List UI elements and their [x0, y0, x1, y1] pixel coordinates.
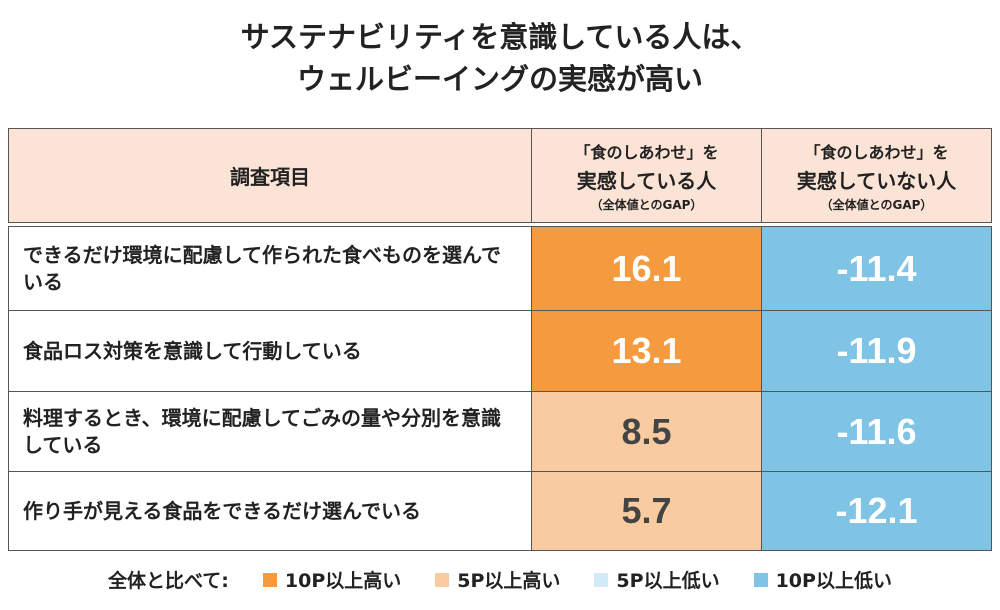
value-text: -12.1: [835, 490, 918, 531]
legend-swatch: [262, 572, 277, 587]
legend-swatch: [435, 572, 450, 587]
header-cell: 調査項目: [8, 128, 532, 223]
header-text: 調査項目: [230, 165, 310, 189]
value-cell: -12.1: [761, 471, 992, 551]
header-text: （全体値とのGAP）: [820, 197, 933, 212]
value-cell: 16.1: [531, 226, 762, 311]
value-cell: 8.5: [531, 391, 762, 472]
header-text: 「食のしあわせ」を: [804, 142, 949, 162]
header-text: （全体値とのGAP）: [590, 197, 703, 212]
row-label-cell: 料理するとき、環境に配慮してごみの量や分別を意識している: [8, 391, 532, 472]
legend-item: 10P以上高い: [262, 566, 402, 593]
value-text: 13.1: [611, 330, 682, 371]
legend-label: 10P以上高い: [284, 570, 402, 592]
header-text: 実感している人: [576, 168, 717, 193]
legend-item: 5P以上高い: [435, 566, 560, 593]
row-label-cell: 食品ロス対策を意識して行動している: [8, 310, 532, 392]
title-line: サステナビリティを意識している人は、: [240, 20, 760, 54]
header-cell: 「食のしあわせ」を 実感していない人 （全体値とのGAP）: [761, 128, 992, 223]
value-text: 5.7: [621, 490, 672, 531]
legend-item: 5P以上低い: [594, 566, 720, 593]
value-text: 16.1: [611, 247, 682, 289]
value-cell: -11.4: [761, 226, 992, 311]
legend-label: 10P以上低い: [775, 570, 892, 592]
title-line: ウェルビーイングの実感が高い: [296, 62, 703, 96]
row-label-cell: 作り手が見える食品をできるだけ選んでいる: [8, 471, 532, 551]
header-cell: 「食のしあわせ」を 実感している人 （全体値とのGAP）: [531, 128, 762, 223]
row-label-cell: できるだけ環境に配慮して作られた食べものを選んでいる: [8, 226, 532, 311]
header-text: 実感していない人: [796, 168, 957, 193]
legend-item: 10P以上低い: [753, 566, 892, 593]
value-cell: -11.9: [761, 310, 992, 392]
legend-label: 5P以上低い: [616, 570, 720, 592]
header-text: 「食のしあわせ」を: [574, 142, 719, 162]
row-label: 料理するとき、環境に配慮してごみの量や分別を意識している: [23, 405, 501, 457]
value-text: 8.5: [621, 410, 672, 452]
value-cell: -11.6: [761, 391, 992, 472]
legend-label: 5P以上高い: [457, 570, 561, 592]
row-label: できるだけ環境に配慮して作られた食べものを選んでいる: [23, 242, 501, 294]
value-text: -11.9: [836, 330, 917, 371]
value-text: -11.6: [836, 410, 917, 452]
legend-title: 全体と比べて:: [108, 570, 229, 592]
row-label: 食品ロス対策を意識して行動している: [23, 338, 362, 363]
value-cell: 5.7: [531, 471, 762, 551]
row-label: 作り手が見える食品をできるだけ選んでいる: [23, 498, 421, 523]
legend-swatch: [594, 572, 609, 587]
value-cell: 13.1: [531, 310, 762, 392]
value-text: -11.4: [836, 247, 917, 289]
legend-swatch: [753, 572, 768, 587]
legend: 全体と比べて: 10P以上高い 5P以上高い 5P以上低い 10P以上低い: [0, 566, 1000, 593]
